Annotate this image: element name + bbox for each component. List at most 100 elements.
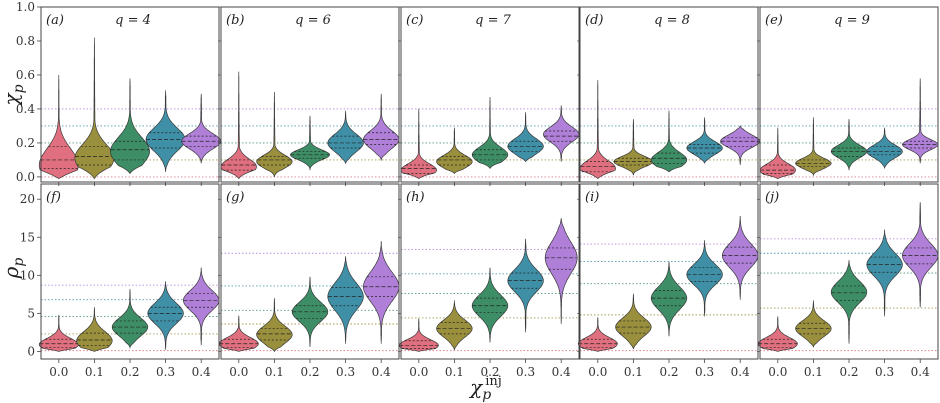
x-tick-label: 0.1 bbox=[265, 365, 284, 379]
violin-0.2 bbox=[830, 260, 868, 344]
panel-d: (d) q = 8 bbox=[577, 6, 761, 186]
panel-f: (f) 0.0 0.1 0.2 0.3 0.4 0 5 10 15 20 bbox=[20, 183, 220, 379]
x-tick-label: 0.2 bbox=[839, 365, 858, 379]
violin-0.3 bbox=[866, 127, 903, 169]
violin-0.2 bbox=[290, 115, 330, 171]
y-tick-label: 0.6 bbox=[16, 68, 35, 82]
panel-label: (b) bbox=[226, 13, 244, 28]
violin-0.3 bbox=[686, 117, 723, 164]
panel-g: (g) 0.0 0.1 0.2 0.3 0.4 bbox=[218, 183, 400, 379]
violin-0.2 bbox=[111, 289, 149, 349]
violin-0.1 bbox=[613, 119, 654, 176]
panel-label: (i) bbox=[585, 190, 599, 205]
violin-0.2 bbox=[650, 261, 688, 337]
violin-0.3 bbox=[327, 110, 364, 165]
panel-label: (e) bbox=[765, 13, 783, 28]
panel-e: (e) q = 9 bbox=[757, 6, 939, 186]
x-tick-label: 0.0 bbox=[49, 365, 68, 379]
violin-0.2 bbox=[471, 97, 509, 169]
x-tick-label: 0.1 bbox=[804, 365, 823, 379]
panel-j: (j) 0.0 0.1 0.2 0.3 0.4 bbox=[757, 183, 939, 379]
violin-0.2 bbox=[650, 110, 688, 173]
violin-0.4 bbox=[181, 93, 222, 164]
q-label: q = 6 bbox=[295, 13, 331, 28]
violin-0.3 bbox=[507, 112, 544, 163]
violin-0.1 bbox=[256, 298, 293, 353]
panels-layer: (a) q = 4 0.0 0.2 0.4 0.6 0.8 1.0 (b) q = 6 (c) q =… bbox=[16, 0, 939, 379]
violin-0.1 bbox=[76, 307, 113, 352]
violin-0.1 bbox=[795, 117, 832, 177]
q-label: q = 4 bbox=[115, 13, 151, 28]
y-tick-label: 1.0 bbox=[16, 0, 35, 14]
y-tick-label: 10 bbox=[20, 268, 35, 282]
x-tick-label: 0.2 bbox=[120, 365, 139, 379]
q-label: q = 7 bbox=[475, 13, 511, 28]
panel-label: (a) bbox=[46, 13, 64, 28]
y-tick-label: 15 bbox=[20, 230, 35, 244]
panel-h: (h) 0.0 0.1 0.2 0.3 0.4 bbox=[398, 183, 580, 379]
violin-0.4 bbox=[544, 218, 578, 324]
violin-0.4 bbox=[902, 78, 939, 164]
x-tick-label: 0.0 bbox=[768, 365, 787, 379]
panel-label: (c) bbox=[406, 13, 423, 28]
panel-label: (f) bbox=[46, 190, 61, 205]
violin-0.2 bbox=[830, 119, 868, 171]
violin-0.4 bbox=[363, 93, 400, 162]
violin-0.1 bbox=[615, 293, 652, 350]
x-tick-label: 0.0 bbox=[588, 365, 607, 379]
violin-0.3 bbox=[866, 229, 903, 317]
panel-label: (g) bbox=[226, 190, 244, 205]
panel-label: (d) bbox=[585, 13, 603, 28]
ylabel-chi-p: χp bbox=[0, 84, 27, 107]
x-tick-label: 0.3 bbox=[156, 365, 175, 379]
x-tick-label: 0.4 bbox=[192, 365, 211, 379]
y-tick-label: 5 bbox=[27, 306, 35, 320]
panel-b: (b) q = 6 bbox=[218, 6, 400, 186]
panel-i: (i) 0.0 0.1 0.2 0.3 0.4 bbox=[577, 183, 759, 379]
x-tick-label: 0.2 bbox=[659, 365, 678, 379]
q-label: q = 8 bbox=[654, 13, 690, 28]
x-tick-label: 0.3 bbox=[516, 365, 535, 379]
x-tick-label: 0.2 bbox=[480, 365, 499, 379]
violin-0.4 bbox=[363, 241, 400, 344]
y-tick-label: 0 bbox=[27, 344, 35, 358]
violin-0.1 bbox=[74, 37, 115, 180]
violin-0.0 bbox=[757, 316, 798, 352]
panel-label: (j) bbox=[765, 190, 779, 205]
y-tick-label: 0.2 bbox=[16, 136, 35, 150]
x-tick-label: 0.4 bbox=[731, 365, 750, 379]
panel-c: (c) q = 7 bbox=[398, 6, 580, 186]
violin-0.0 bbox=[218, 315, 259, 352]
violin-0.2 bbox=[471, 267, 509, 343]
x-tick-label: 0.3 bbox=[336, 365, 355, 379]
x-tick-label: 0.4 bbox=[911, 365, 930, 379]
violin-0.0 bbox=[398, 318, 439, 352]
x-tick-label: 0.1 bbox=[624, 365, 643, 379]
violin-0.0 bbox=[577, 317, 618, 352]
violin-0.1 bbox=[436, 127, 473, 175]
y-tick-label: 20 bbox=[20, 192, 35, 206]
violin-0.1 bbox=[256, 92, 293, 177]
violin-0.4 bbox=[722, 215, 759, 300]
violin-0.1 bbox=[795, 300, 832, 348]
x-tick-label: 0.4 bbox=[372, 365, 391, 379]
x-tick-label: 0.1 bbox=[85, 365, 104, 379]
panel-a: (a) q = 4 0.0 0.2 0.4 0.6 0.8 1.0 bbox=[16, 0, 222, 186]
violin-0.4 bbox=[543, 105, 580, 162]
violin-0.0 bbox=[579, 80, 616, 180]
violin-0.1 bbox=[436, 300, 473, 350]
x-tick-label: 0.2 bbox=[300, 365, 319, 379]
violin-0.0 bbox=[400, 108, 437, 180]
x-tick-label: 0.0 bbox=[409, 365, 428, 379]
ylabel-rho-p: ρp bbox=[0, 258, 27, 280]
violin-0.3 bbox=[145, 90, 186, 172]
violin-0.3 bbox=[686, 240, 723, 317]
x-tick-label: 0.4 bbox=[552, 365, 571, 379]
violin-0.4 bbox=[183, 267, 220, 346]
violin-0.0 bbox=[38, 75, 79, 180]
violin-0.3 bbox=[327, 256, 364, 344]
y-tick-label: 0.4 bbox=[16, 102, 35, 116]
violin-0.0 bbox=[759, 127, 796, 179]
violin-0.4 bbox=[902, 202, 939, 308]
